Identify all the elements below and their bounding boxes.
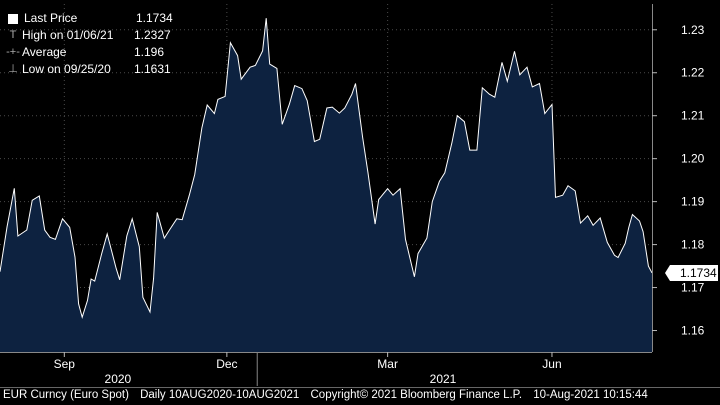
footer-ticker: EUR Curncy (Euro Spot): [3, 389, 129, 401]
x-axis: Sep Dec Mar Jun 2020 2021: [0, 352, 720, 388]
last-value-marker: 1.1734: [665, 264, 718, 281]
legend-label: Low on 09/25/20: [22, 62, 111, 76]
y-tick-label: 1.16: [681, 324, 705, 338]
high-marker-icon: T: [9, 29, 17, 41]
x-month-label: Mar: [377, 357, 398, 371]
legend-value: 1.2327: [134, 28, 171, 42]
footer: EUR Curncy (Euro Spot) Daily 10AUG2020-1…: [3, 389, 656, 401]
legend-average: -+- Average 1.196: [6, 44, 173, 61]
legend-label: Last Price: [24, 11, 78, 25]
y-tick-label: 1.19: [681, 195, 705, 209]
legend-label: Average: [22, 45, 67, 59]
y-tick-label: 1.18: [681, 238, 705, 252]
y-axis-ticks: 1.16 1.17 1.18 1.19 1.20 1.21 1.22 1.23: [652, 4, 705, 352]
legend-low: ⊥ Low on 09/25/20 1.1631: [6, 61, 173, 78]
price-line: [0, 18, 653, 319]
average-marker-icon: -+-: [6, 46, 20, 58]
x-month-label: Jun: [542, 357, 561, 371]
last-value-label: 1.1734: [680, 266, 717, 280]
y-tick-label: 1.21: [681, 109, 705, 123]
y-tick-label: 1.20: [681, 152, 705, 166]
legend-value: 1.1631: [134, 62, 171, 76]
footer-timestamp: 10-Aug-2021 10:15:44: [533, 389, 648, 401]
x-year-label: 2021: [430, 372, 457, 386]
footer-copyright: Copyright© 2021 Bloomberg Finance L.P.: [310, 389, 523, 401]
y-tick-label: 1.23: [681, 23, 705, 37]
legend: Last Price 1.1734 T High on 01/06/21 1.2…: [6, 10, 173, 78]
y-tick-label: 1.17: [681, 281, 705, 295]
legend-box-icon: [8, 13, 18, 24]
x-year-label: 2020: [105, 372, 132, 386]
legend-value: 1.196: [134, 45, 165, 59]
x-month-label: Sep: [54, 357, 76, 371]
legend-last-price: Last Price 1.1734: [6, 10, 173, 27]
price-area: [0, 18, 652, 352]
x-month-label: Dec: [216, 357, 237, 371]
low-marker-icon: ⊥: [8, 63, 18, 75]
last-value-tag: [665, 264, 718, 281]
legend-value: 1.1734: [136, 11, 173, 25]
y-tick-label: 1.22: [681, 66, 705, 80]
legend-high: T High on 01/06/21 1.2327: [6, 27, 173, 44]
footer-range: Daily 10AUG2020-10AUG2021: [140, 389, 300, 401]
legend-label: High on 01/06/21: [22, 28, 114, 42]
